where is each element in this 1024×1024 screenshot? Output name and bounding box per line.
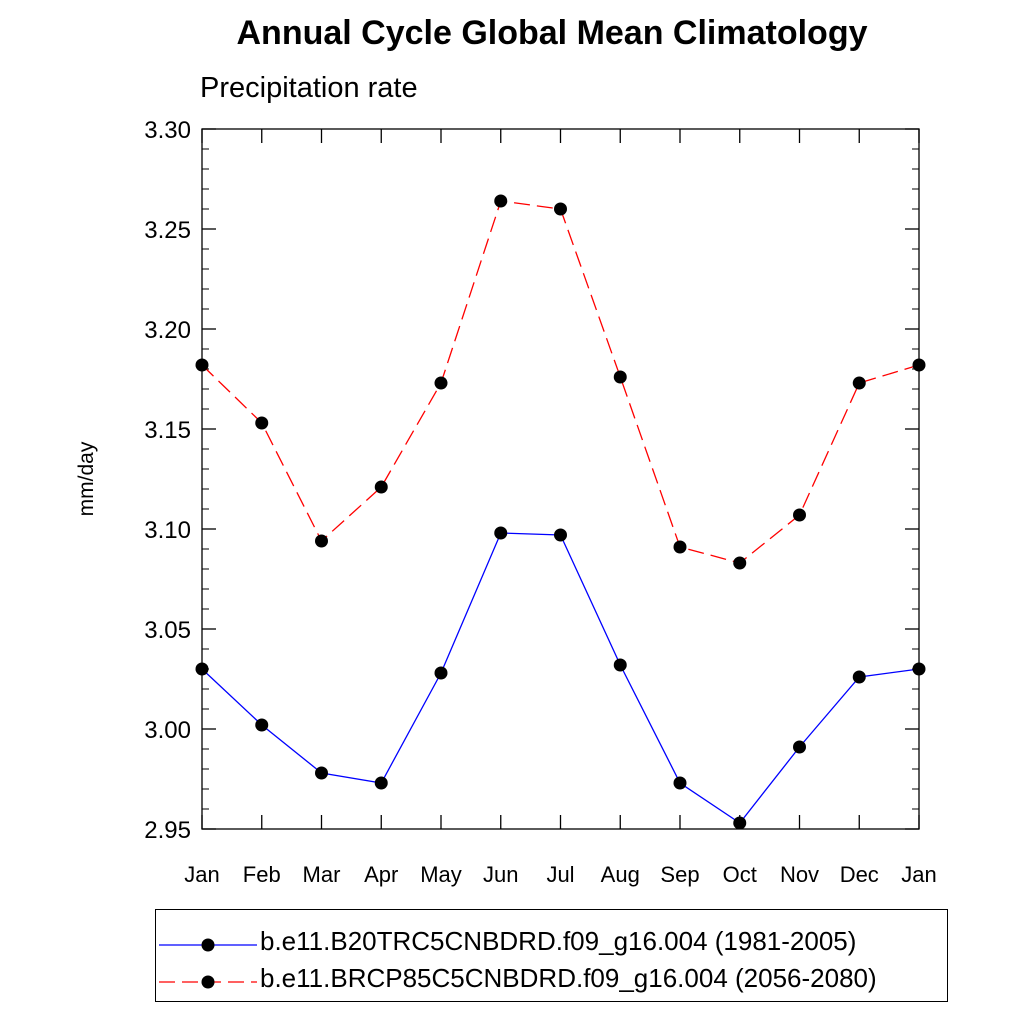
data-point-series-0: [673, 776, 687, 790]
chart-title: Annual Cycle Global Mean Climatology: [236, 14, 868, 52]
data-point-series-0: [554, 528, 567, 542]
x-tick-label: Jan: [901, 862, 936, 887]
data-point-series-0: [195, 662, 209, 676]
data-point-series-0: [494, 526, 508, 540]
x-tick-label: Feb: [243, 862, 281, 887]
series-line-1: [201, 200, 920, 564]
data-point-series-1: [195, 358, 209, 372]
x-tick-label: May: [420, 862, 462, 887]
x-tick-label: Sep: [660, 862, 699, 887]
y-tick-label: 3.25: [144, 217, 191, 244]
legend-label-historical: b.e11.B20TRC5CNBDRD.f09_g16.004 (1981-20…: [260, 926, 857, 956]
data-point-series-0: [613, 658, 627, 672]
data-point-series-1: [673, 540, 687, 554]
data-point-series-1: [255, 416, 269, 430]
data-point-series-0: [434, 666, 448, 680]
data-point-series-1: [554, 202, 567, 216]
y-tick-label: 3.00: [144, 717, 191, 744]
data-point-series-1: [315, 534, 328, 548]
data-point-series-1: [374, 480, 388, 494]
y-tick-label: 3.20: [144, 317, 191, 344]
data-point-series-1: [793, 508, 806, 522]
x-tick-label: Dec: [840, 862, 879, 887]
x-tick-label: Oct: [723, 862, 757, 887]
plot-frame: [201, 128, 920, 830]
y-tick-label: 3.10: [144, 517, 191, 544]
data-point-series-0: [374, 776, 388, 790]
y-axis-label: mm/day: [75, 441, 98, 516]
x-tick-label: Mar: [303, 862, 341, 887]
data-point-series-0: [793, 740, 806, 754]
data-point-series-0: [733, 816, 747, 830]
x-tick-label: Apr: [364, 862, 398, 887]
line-chart: 2.95 3.00 3.05 3.10 3.15 3.20 3.25 3.30 Jan Feb M…: [75, 117, 937, 887]
data-point-series-1: [733, 556, 747, 570]
y-tick-labels: 2.95 3.00 3.05 3.10 3.15 3.20 3.25 3.30: [144, 117, 191, 844]
legend-symbol-historical: [159, 938, 257, 952]
y-tick-label: 3.15: [144, 417, 191, 444]
data-point-series-1: [494, 194, 508, 208]
data-point-series-1: [613, 370, 627, 384]
x-tick-label: Jan: [184, 862, 219, 887]
y-tick-label: 3.30: [144, 117, 191, 144]
data-point-series-0: [255, 718, 269, 732]
legend-symbol-rcp85: [159, 975, 257, 989]
data-point-series-1: [852, 376, 866, 390]
chart-subtitle: Precipitation rate: [200, 72, 418, 104]
x-tick-label: Jul: [546, 862, 574, 887]
data-point-series-0: [912, 662, 926, 676]
legend: b.e11.B20TRC5CNBDRD.f09_g16.004 (1981-20…: [155, 909, 948, 1002]
series-line-0: [201, 532, 920, 824]
data-point-series-0: [315, 766, 328, 780]
x-tick-label: Nov: [780, 862, 819, 887]
series-layer: [195, 194, 926, 830]
x-tick-label: Aug: [601, 862, 640, 887]
legend-item-rcp85: b.e11.BRCP85C5CNBDRD.f09_g16.004 (2056-2…: [156, 960, 947, 1000]
data-point-series-1: [912, 358, 926, 372]
legend-label-rcp85: b.e11.BRCP85C5CNBDRD.f09_g16.004 (2056-2…: [260, 963, 877, 993]
x-tick-label: Jun: [483, 862, 518, 887]
tick-marks: [201, 128, 920, 830]
legend-item-historical: b.e11.B20TRC5CNBDRD.f09_g16.004 (1981-20…: [156, 923, 947, 963]
data-point-series-0: [852, 670, 866, 684]
x-tick-labels: Jan Feb Mar Apr May Jun Jul Aug Sep Oct Nov Dec Jan: [184, 862, 936, 887]
data-point-series-1: [434, 376, 448, 390]
y-tick-label: 2.95: [144, 817, 191, 844]
y-tick-label: 3.05: [144, 617, 191, 644]
